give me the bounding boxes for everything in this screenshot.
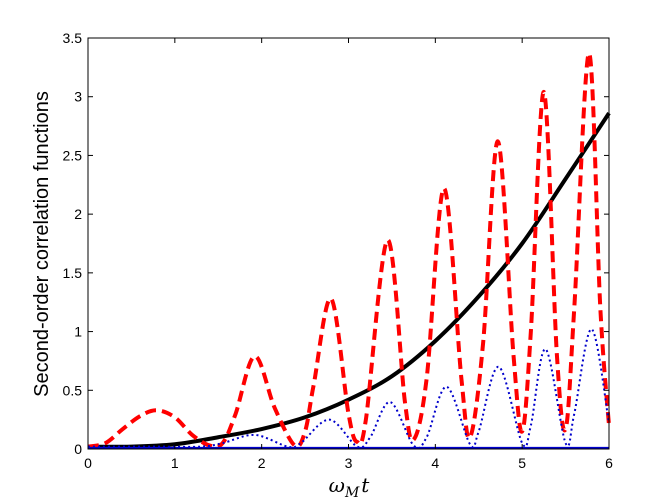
x-tick-label-5: 5 — [518, 455, 526, 471]
y-tick-label-2: 1 — [74, 324, 82, 340]
y-tick-label-6: 3 — [74, 89, 82, 105]
y-tick-label-1: 0.5 — [63, 382, 83, 398]
y-tick-label-4: 2 — [74, 206, 82, 222]
x-tick-label-1: 1 — [171, 455, 179, 471]
x-tick-label-3: 3 — [345, 455, 353, 471]
x-axis-label-subscript: M — [344, 485, 360, 501]
tick-labels-layer: 0 1 2 3 4 5 6 0 0.5 1 1.5 2 2.5 3 3.5 — [63, 30, 614, 471]
y-tick-label-7: 3.5 — [63, 30, 83, 46]
x-axis-label-omega: ω — [329, 473, 345, 497]
y-tick-label-0: 0 — [74, 441, 82, 457]
x-tick-label-0: 0 — [84, 455, 92, 471]
ticks-layer — [87, 37, 610, 450]
y-tick-label-5: 2.5 — [63, 147, 83, 163]
x-tick-label-2: 2 — [258, 455, 266, 471]
y-tick-label-3: 1.5 — [63, 265, 83, 281]
y-axis-label: Second-order correlation functions — [31, 91, 53, 397]
x-tick-label-6: 6 — [605, 455, 613, 471]
plot-area — [88, 38, 609, 449]
series-line-1-dashed — [87, 51, 611, 449]
x-axis-label-t: t — [361, 473, 370, 497]
x-tick-label-4: 4 — [431, 455, 439, 471]
x-axis-label: ωM t — [329, 473, 371, 501]
